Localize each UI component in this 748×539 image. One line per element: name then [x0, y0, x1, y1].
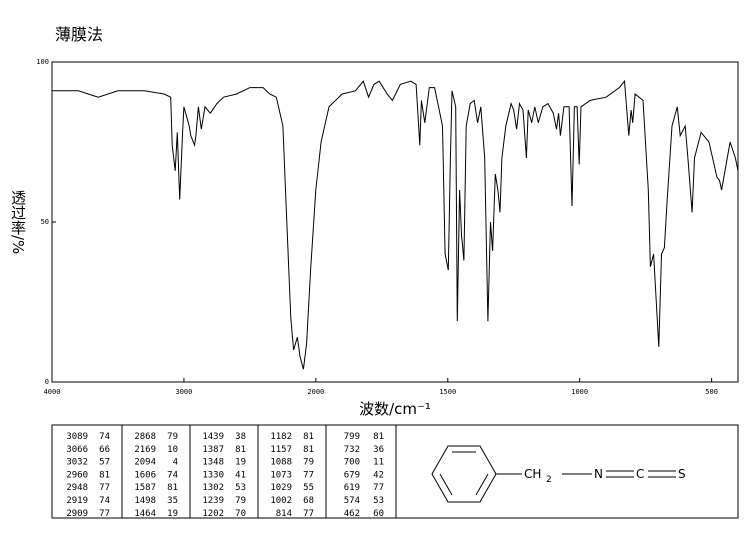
peak-wavenumber: 1157 [270, 445, 292, 455]
peak-wavenumber: 679 [344, 470, 360, 480]
peak-wavenumber: 1239 [202, 496, 224, 506]
peak-wavenumber: 1439 [202, 432, 224, 442]
peak-transmittance: 66 [99, 445, 110, 455]
peak-wavenumber: 1302 [202, 483, 224, 493]
peak-transmittance: 81 [303, 432, 314, 442]
peak-transmittance: 60 [373, 509, 384, 519]
peak-transmittance: 81 [235, 445, 246, 455]
spectrum-line [52, 79, 739, 370]
peak-wavenumber: 2960 [66, 470, 88, 480]
y-tick-label: 100 [36, 58, 49, 66]
peak-wavenumber: 1464 [134, 509, 156, 519]
peak-transmittance: 53 [235, 483, 246, 493]
peak-wavenumber: 2909 [66, 509, 88, 519]
plot-frame [51, 61, 739, 383]
x-tick-label: 2000 [307, 388, 324, 396]
peak-transmittance: 68 [303, 496, 314, 506]
x-tick-label: 4000 [44, 388, 61, 396]
peak-transmittance: 35 [167, 496, 178, 506]
peak-wavenumber: 1606 [134, 470, 156, 480]
x-axis-label: 波数/cm⁻¹ [359, 400, 431, 418]
peak-wavenumber: 1073 [270, 470, 292, 480]
peak-wavenumber: 1348 [202, 458, 224, 468]
table-frame [51, 424, 739, 519]
y-tick-label: 0 [45, 378, 49, 386]
x-tick-label: 1500 [439, 388, 456, 396]
atom-label: N [594, 467, 603, 481]
x-tick-label: 3000 [175, 388, 192, 396]
atom-label: S [678, 467, 686, 481]
peak-transmittance: 77 [99, 509, 110, 519]
peak-wavenumber: 1498 [134, 496, 156, 506]
peak-wavenumber: 1182 [270, 432, 292, 442]
peak-wavenumber: 1587 [134, 483, 156, 493]
peak-transmittance: 77 [303, 509, 314, 519]
peak-transmittance: 77 [99, 483, 110, 493]
peak-transmittance: 36 [373, 445, 384, 455]
peak-wavenumber: 700 [344, 458, 360, 468]
atom-label: C [636, 467, 644, 481]
peak-transmittance: 53 [373, 496, 384, 506]
peak-transmittance: 79 [235, 496, 246, 506]
peak-transmittance: 77 [373, 483, 384, 493]
peak-transmittance: 74 [167, 470, 178, 480]
peak-wavenumber: 1029 [270, 483, 292, 493]
peak-wavenumber: 732 [344, 445, 360, 455]
peak-transmittance: 42 [373, 470, 384, 480]
peak-wavenumber: 2919 [66, 496, 88, 506]
peak-wavenumber: 1387 [202, 445, 224, 455]
peak-transmittance: 79 [167, 432, 178, 442]
peak-wavenumber: 619 [344, 483, 360, 493]
peak-wavenumber: 1202 [202, 509, 224, 519]
atom-label: CH [524, 467, 541, 481]
peak-wavenumber: 462 [344, 509, 360, 519]
peak-wavenumber: 574 [344, 496, 360, 506]
peak-transmittance: 19 [235, 458, 246, 468]
peak-wavenumber: 2169 [134, 445, 156, 455]
peak-wavenumber: 2094 [134, 458, 156, 468]
peak-wavenumber: 814 [276, 509, 292, 519]
peak-wavenumber: 2948 [66, 483, 88, 493]
peak-wavenumber: 1088 [270, 458, 292, 468]
table-dividers [121, 425, 397, 518]
peak-wavenumber: 2868 [134, 432, 156, 442]
peak-wavenumber: 799 [344, 432, 360, 442]
y-axis-label: 透过率/% [9, 190, 27, 254]
peak-wavenumber: 3089 [66, 432, 88, 442]
x-tick-label: 1000 [571, 388, 588, 396]
peak-wavenumber: 1330 [202, 470, 224, 480]
structure-labels: CH 2 N C S [524, 467, 686, 485]
atom-subscript: 2 [546, 475, 552, 485]
peak-transmittance: 4 [173, 458, 178, 468]
peak-transmittance: 81 [99, 470, 110, 480]
peak-transmittance: 19 [167, 509, 178, 519]
peak-transmittance: 77 [303, 470, 314, 480]
peak-transmittance: 10 [167, 445, 178, 455]
peak-transmittance: 57 [99, 458, 110, 468]
peak-transmittance: 81 [373, 432, 384, 442]
peak-transmittance: 74 [99, 432, 110, 442]
peak-transmittance: 81 [167, 483, 178, 493]
peak-transmittance: 74 [99, 496, 110, 506]
peak-transmittance: 38 [235, 432, 246, 442]
peak-transmittance: 11 [373, 458, 384, 468]
peak-wavenumber: 1002 [270, 496, 292, 506]
peak-transmittance: 41 [235, 470, 246, 480]
peak-wavenumber: 3066 [66, 445, 88, 455]
chart-title: 薄膜法 [55, 25, 103, 44]
y-tick-label: 50 [41, 218, 49, 226]
x-tick-label: 500 [705, 388, 718, 396]
peak-transmittance: 81 [303, 445, 314, 455]
peak-transmittance: 55 [303, 483, 314, 493]
peak-wavenumber: 3032 [66, 458, 88, 468]
benzene-ring [431, 445, 676, 503]
peak-transmittance: 70 [235, 509, 246, 519]
peak-transmittance: 79 [303, 458, 314, 468]
